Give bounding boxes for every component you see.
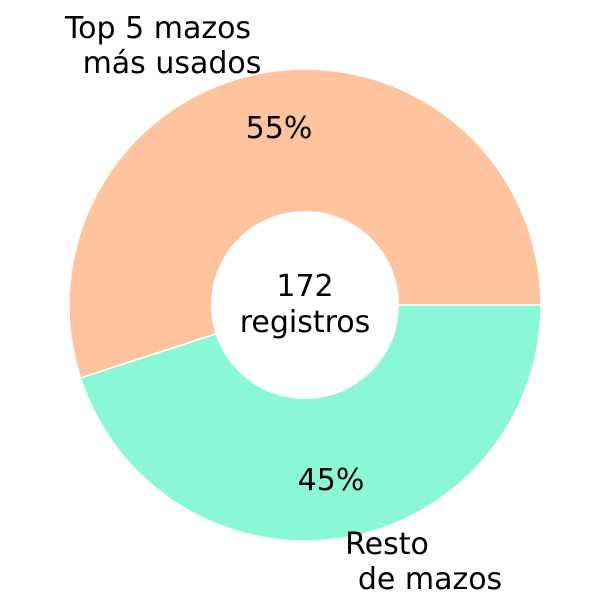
pct-label-resto: 45% bbox=[298, 463, 365, 498]
slice-label-line: de mazos bbox=[358, 562, 502, 597]
donut-hole bbox=[211, 211, 399, 399]
slice-label-line: Resto bbox=[345, 527, 429, 562]
center-caption: registros bbox=[240, 305, 371, 340]
slice-label-top5: Top 5 mazos más usados bbox=[64, 11, 261, 81]
slice-label-line: Top 5 mazos bbox=[64, 11, 251, 46]
pct-label-top5: 55% bbox=[246, 111, 313, 146]
slice-label-line: más usados bbox=[83, 46, 262, 81]
slice-label-resto: Resto de mazos bbox=[345, 527, 502, 597]
center-count: 172 bbox=[276, 269, 333, 304]
slice-resto bbox=[79, 304, 542, 542]
center-text: 172 registros bbox=[240, 269, 371, 340]
